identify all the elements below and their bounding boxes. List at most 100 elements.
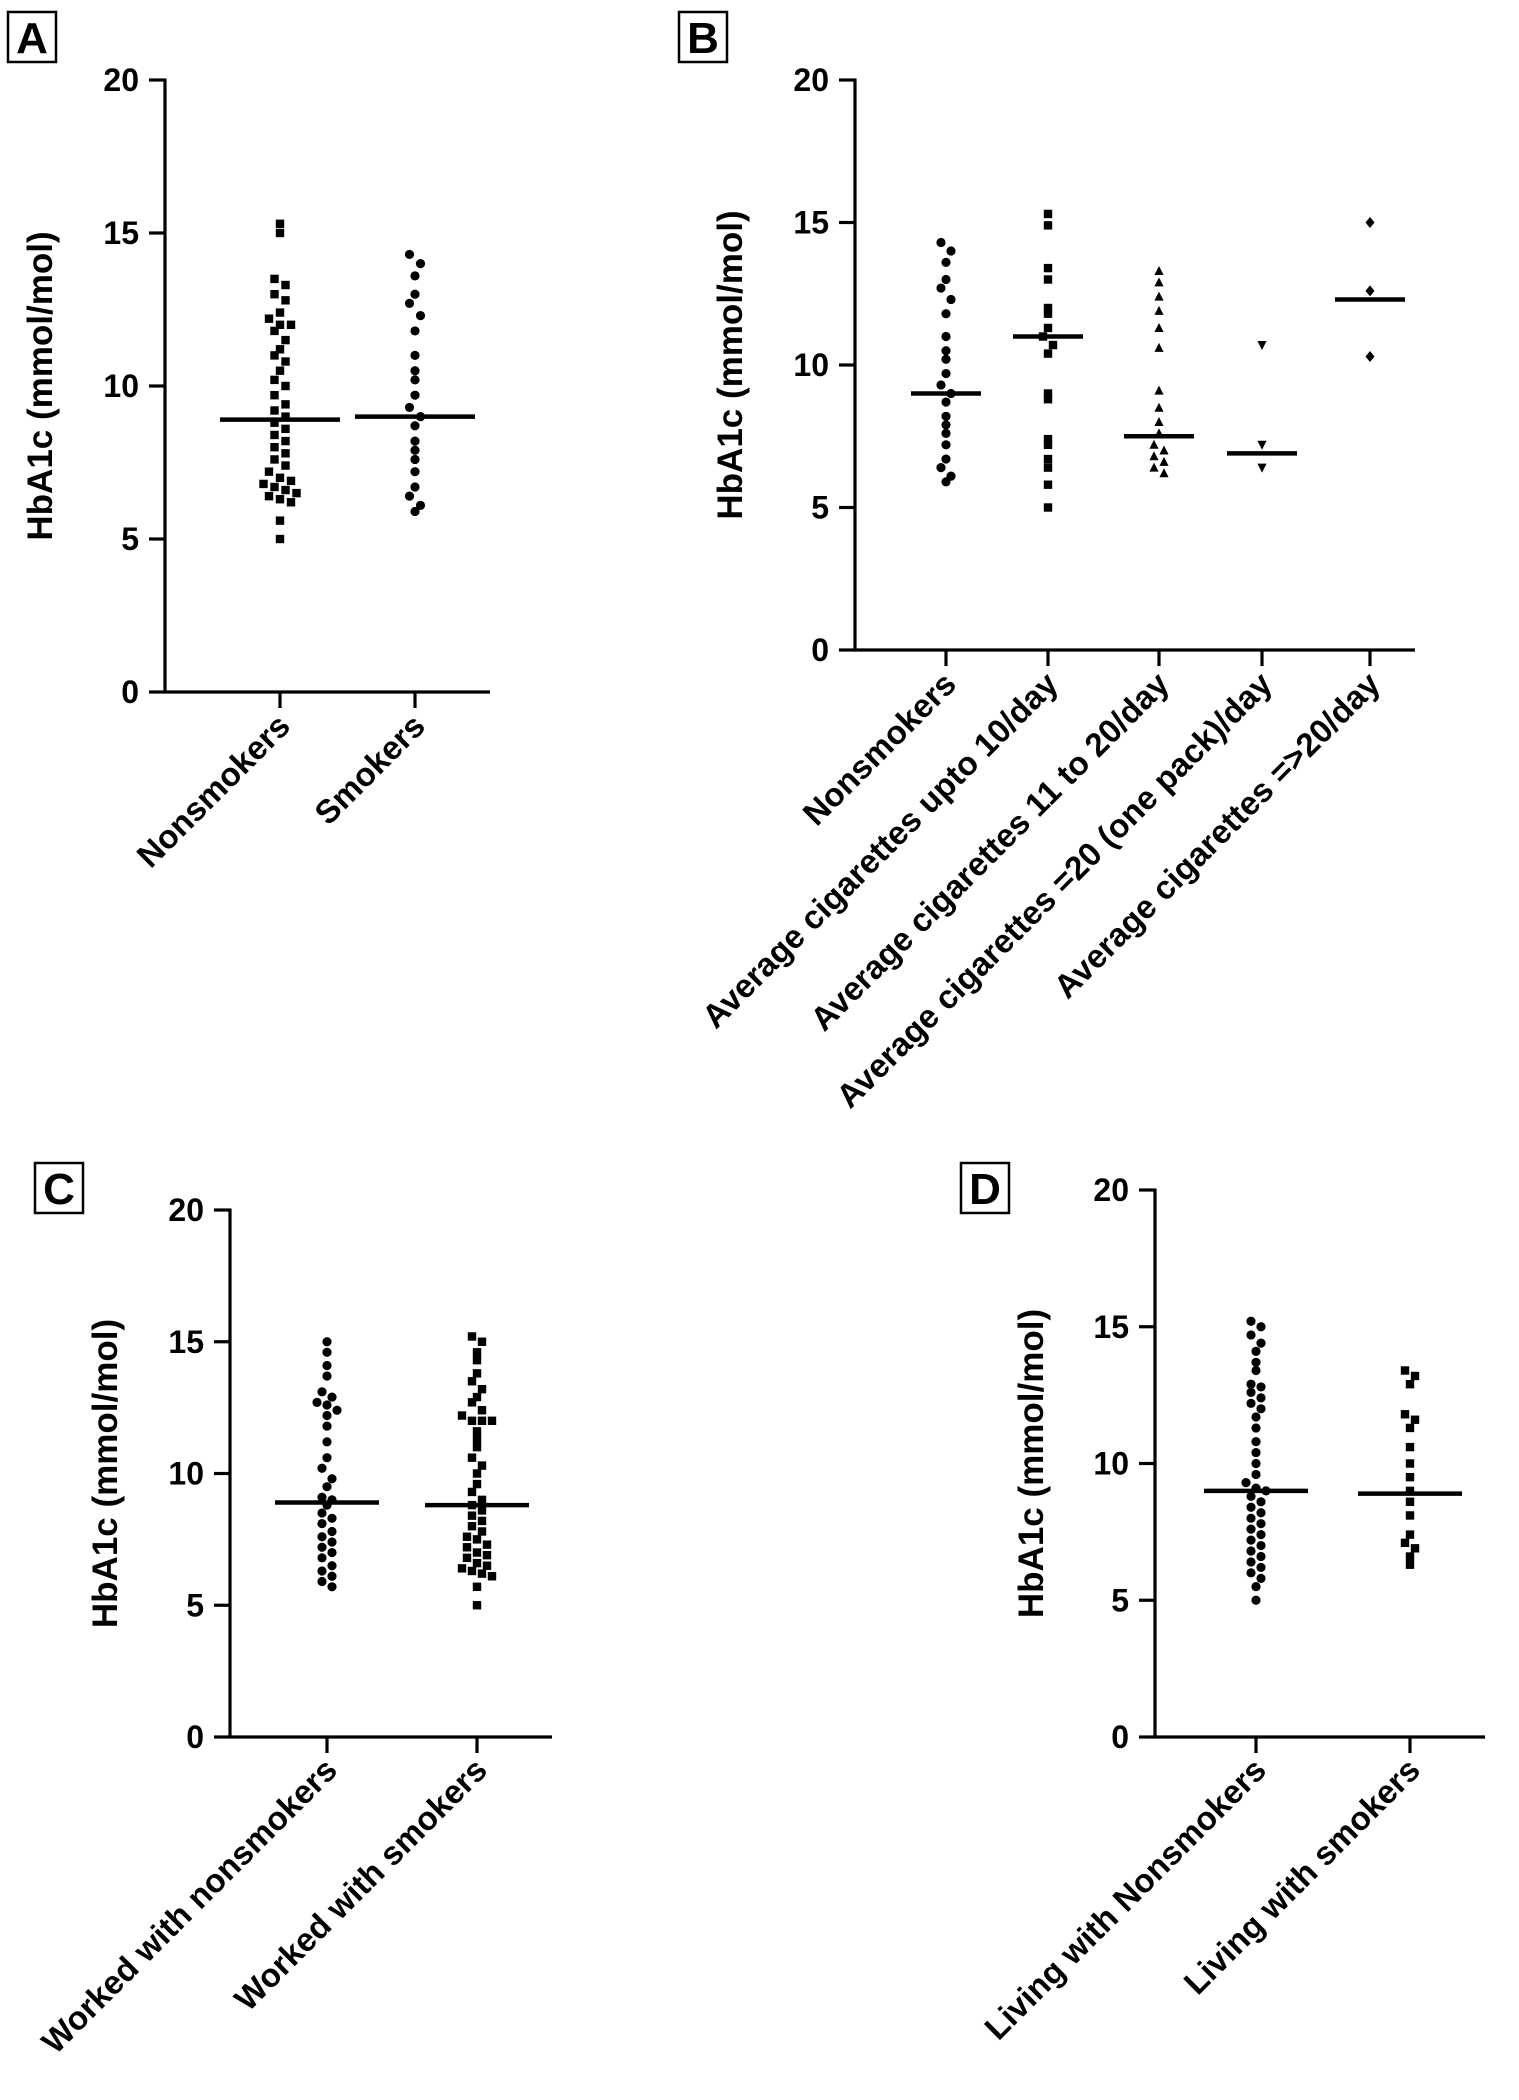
data-point	[415, 311, 426, 321]
panel-label: D	[969, 1165, 1001, 1214]
data-point	[317, 1532, 327, 1542]
data-point	[1400, 1538, 1410, 1548]
data-point	[275, 534, 285, 544]
x-category-label: Smokers	[307, 707, 432, 832]
data-point	[472, 1601, 482, 1610]
data-point	[1246, 1535, 1256, 1545]
data-point	[270, 482, 279, 492]
data-point	[1043, 454, 1053, 464]
data-point	[281, 436, 290, 446]
data-point	[477, 1337, 487, 1346]
data-point	[415, 500, 426, 510]
data-point	[1043, 480, 1053, 489]
data-point	[482, 1550, 492, 1560]
data-point	[1154, 385, 1164, 395]
data-point	[317, 1553, 327, 1563]
data-point	[472, 1582, 482, 1592]
data-point	[275, 516, 285, 525]
data-point	[1251, 1469, 1261, 1480]
data-point	[410, 467, 420, 477]
data-point	[1405, 1552, 1415, 1561]
data-point	[1149, 451, 1159, 461]
data-point	[477, 1516, 487, 1526]
data-point	[410, 350, 420, 360]
data-point	[275, 320, 285, 329]
data-point	[322, 1371, 332, 1381]
data-point	[941, 397, 951, 407]
data-point	[317, 1492, 327, 1502]
panel-label: A	[16, 14, 48, 63]
data-point	[467, 1453, 477, 1462]
data-point	[472, 1392, 482, 1402]
x-category-label: Worked with smokers	[227, 1751, 494, 2018]
data-point	[1246, 1491, 1256, 1501]
y-tick-label: 15	[103, 215, 139, 251]
data-point	[1251, 1447, 1261, 1458]
data-point	[322, 1421, 332, 1431]
data-point	[1246, 1316, 1256, 1326]
y-axis-label: HbA1c (mmol/mol)	[711, 210, 750, 519]
data-point	[1251, 1458, 1261, 1469]
data-point	[415, 259, 426, 269]
data-point	[1405, 1472, 1415, 1482]
data-point	[404, 249, 415, 260]
panel-c: C 0 5 10 15 20 HbA1c (mmol/mol) Worked with non…	[33, 1161, 552, 2060]
data-point	[941, 309, 951, 319]
data-point	[1405, 1423, 1415, 1433]
data-point	[472, 1442, 482, 1452]
data-point	[1246, 1568, 1256, 1578]
data-point	[1043, 309, 1053, 318]
data-point	[286, 320, 296, 329]
data-point	[936, 380, 946, 390]
data-point	[1154, 342, 1164, 352]
data-point	[1246, 1557, 1256, 1567]
data-point	[264, 467, 274, 476]
data-point	[477, 1527, 487, 1536]
data-point	[1154, 305, 1164, 315]
data-point	[410, 506, 420, 517]
data-point	[472, 1535, 482, 1544]
data-point	[275, 228, 285, 238]
data-point	[317, 1518, 327, 1529]
data-point	[1246, 1546, 1256, 1556]
data-point	[462, 1553, 472, 1563]
data-point	[1154, 277, 1164, 287]
data-point	[467, 1566, 477, 1576]
data-point	[1251, 1423, 1261, 1433]
data-point	[1405, 1486, 1415, 1496]
data-point	[275, 366, 285, 375]
data-point	[410, 421, 420, 431]
data-point	[941, 411, 951, 421]
data-point	[1257, 341, 1267, 351]
data-point	[281, 461, 290, 470]
data-point	[946, 246, 956, 256]
data-point	[410, 326, 420, 336]
data-point	[404, 402, 415, 413]
data-point	[1256, 1508, 1266, 1518]
data-point	[1043, 349, 1053, 358]
data-point	[1256, 1338, 1266, 1348]
data-point	[472, 1427, 482, 1436]
y-tick-label: 5	[121, 521, 139, 557]
data-point	[457, 1411, 467, 1420]
data-point	[467, 1522, 477, 1531]
data-point	[467, 1487, 477, 1497]
data-point	[1159, 445, 1169, 455]
data-point	[1405, 1511, 1415, 1520]
data-point	[410, 271, 420, 281]
data-point	[281, 424, 290, 434]
data-point	[286, 498, 296, 507]
y-tick-label: 20	[168, 1192, 204, 1228]
data-point	[317, 1508, 327, 1518]
y-tick-label: 5	[186, 1587, 204, 1623]
data-point	[941, 354, 951, 364]
data-point	[281, 280, 290, 290]
data-point	[1154, 402, 1164, 412]
data-point	[1149, 462, 1159, 472]
data-point	[270, 418, 279, 427]
data-point	[941, 346, 951, 356]
data-point	[477, 1506, 487, 1515]
data-point	[1043, 389, 1053, 398]
data-point	[1365, 217, 1375, 228]
data-point	[275, 219, 285, 229]
